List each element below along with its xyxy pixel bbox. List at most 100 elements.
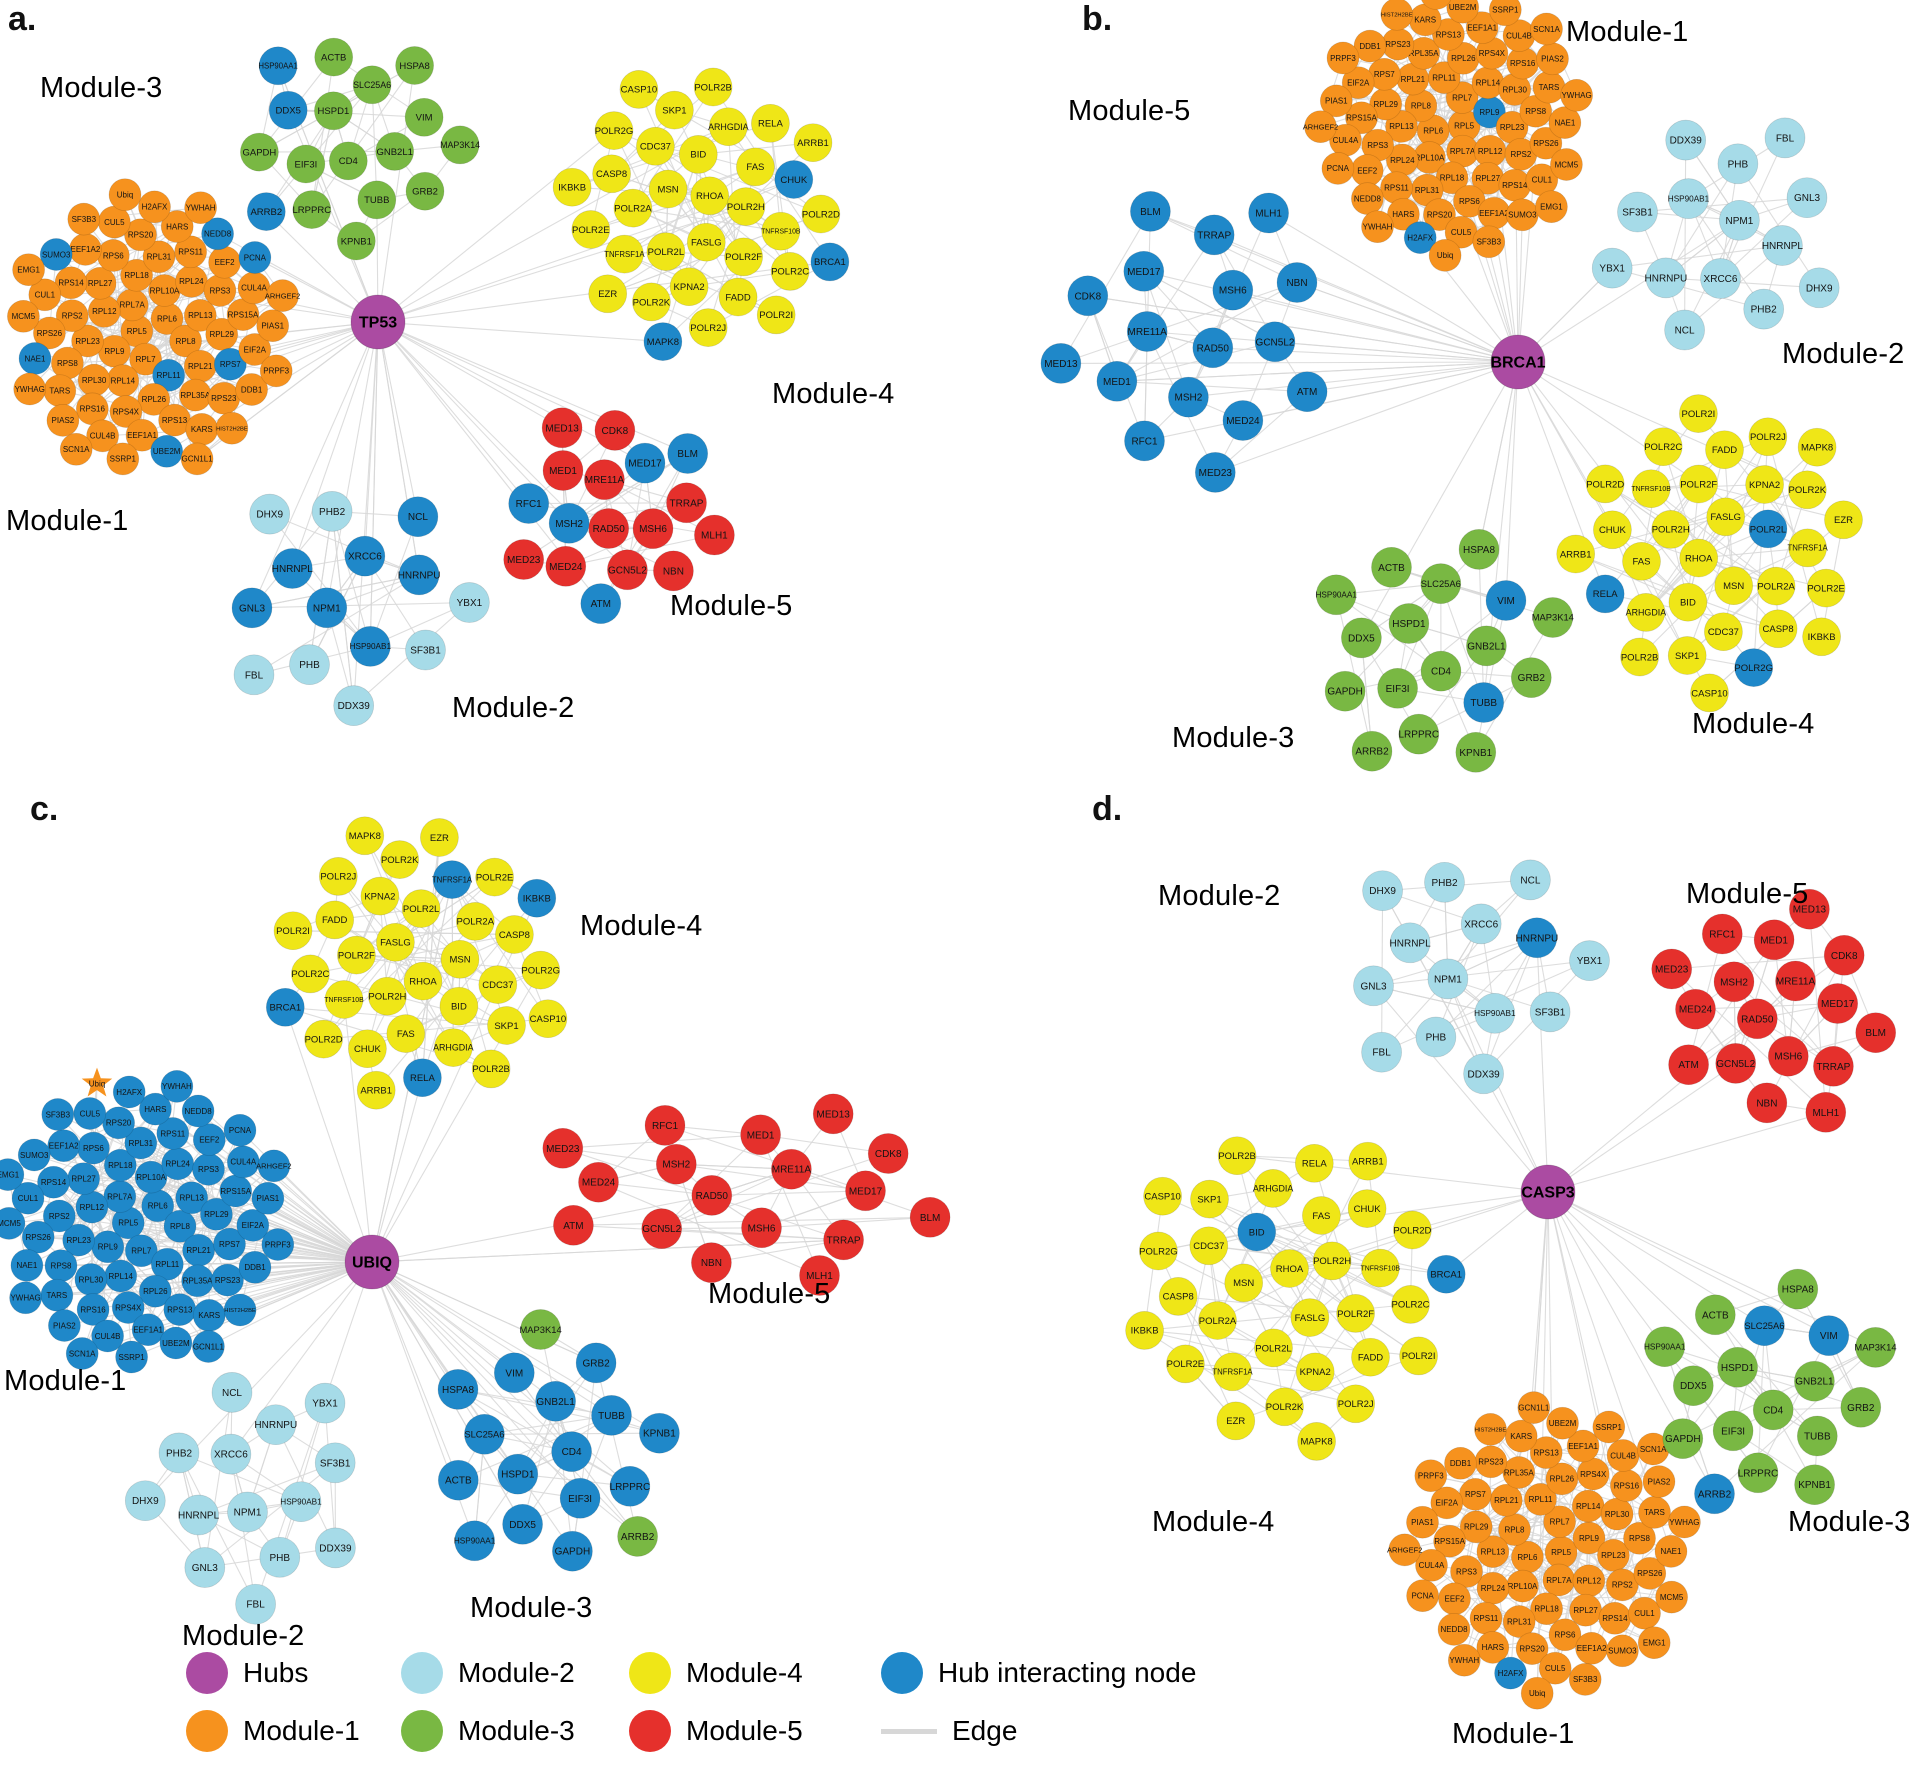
edge <box>1373 985 1495 1014</box>
gene-label: EEF1A2 <box>1577 1644 1607 1653</box>
gene-label: SF3B3 <box>72 215 97 224</box>
gene-label: MCM5 <box>12 312 36 321</box>
gene-label: CUL5 <box>80 1109 101 1118</box>
gene-label: RPS14 <box>1502 181 1528 190</box>
gene-label: RPS6 <box>1555 1631 1576 1640</box>
gene-label: RPS26 <box>26 1233 52 1242</box>
gene-label: RPL10A <box>1415 153 1445 162</box>
gene-label: EEF1A2 <box>1479 209 1509 218</box>
module-label-module-4: Module-4 <box>772 378 895 410</box>
edge <box>1268 212 1519 363</box>
gene-label: MSH2 <box>1175 393 1203 404</box>
node-SF3B3 <box>1472 225 1506 259</box>
gene-label: CUL4A <box>1419 1561 1445 1570</box>
node-RPL23 <box>1597 1538 1630 1572</box>
gene-label: GNB2L1 <box>1467 641 1506 652</box>
gene-label: RPL23 <box>75 337 100 346</box>
gene-label: ARHGEF2 <box>265 291 300 300</box>
module-label-module-5: Module-5 <box>708 1278 831 1310</box>
node-CUL4B <box>86 419 119 453</box>
gene-label: MED24 <box>1226 416 1260 427</box>
node-SF3B1 <box>1529 991 1571 1033</box>
node-HNRNPU <box>1516 917 1558 959</box>
node-FASLG <box>1290 1298 1330 1337</box>
gene-label: TUBB <box>364 195 389 206</box>
edge <box>1757 1335 1830 1474</box>
edge <box>1184 1245 1210 1365</box>
edge <box>528 502 687 505</box>
gene-label: RPS13 <box>1436 30 1462 39</box>
gene-label: PHB <box>299 660 320 671</box>
node-MCM5 <box>0 1207 26 1240</box>
node-HARS <box>1476 1631 1510 1664</box>
gene-label: HIST2H2BE <box>1475 1427 1507 1433</box>
gene-label: POLR2K <box>1266 1402 1304 1413</box>
node-RPL29 <box>200 1197 233 1231</box>
legend-item-module-5: Module-5 <box>629 1710 881 1752</box>
edge <box>251 601 470 609</box>
edge <box>371 897 538 1263</box>
gene-label: POLR2G <box>1139 1246 1178 1257</box>
gene-label: MED13 <box>545 423 579 434</box>
node-HARS <box>139 1092 172 1126</box>
node-HIST2H2BE <box>215 411 249 445</box>
node-CASP10 <box>528 999 568 1039</box>
node-PHB2 <box>1424 861 1465 903</box>
edge <box>562 1147 866 1192</box>
gene-label: SF3B1 <box>320 1458 351 1469</box>
node-EZR <box>1216 1401 1256 1441</box>
node-FBL <box>1361 1031 1402 1073</box>
gene-label: CUL4A <box>230 1158 256 1167</box>
node-RPL31 <box>124 1126 158 1160</box>
edge <box>178 1452 302 1503</box>
legend-item-hubs: Hubs <box>186 1652 401 1694</box>
gene-label: RPL23 <box>1601 1551 1626 1560</box>
gene-label: RPL11 <box>1432 73 1456 82</box>
gene-label: RPL18 <box>1534 1605 1559 1614</box>
node-TNFRSF10B <box>324 980 364 1019</box>
gene-label: MSH2 <box>662 1160 690 1171</box>
node-MRE11A <box>771 1148 812 1190</box>
gene-label: FASLG <box>691 238 722 249</box>
edge <box>573 1224 844 1241</box>
gene-label: POLR2A <box>614 203 652 214</box>
gene-label: RPL24 <box>1390 156 1415 165</box>
node-MED24 <box>1675 988 1716 1030</box>
node-Ubiq <box>1520 1676 1554 1710</box>
gene-label: PRPF3 <box>1330 54 1356 63</box>
node-CUL4A <box>1415 1548 1448 1582</box>
node-RPL31 <box>1502 1605 1536 1638</box>
node-SLC25A6 <box>464 1413 505 1455</box>
node-POLR2K <box>1265 1387 1304 1427</box>
gene-label: VIM <box>505 1368 523 1379</box>
gene-label: TNFRSF1A <box>1212 1368 1253 1377</box>
gene-label: CD4 <box>1763 1405 1783 1416</box>
gene-label: RPL11 <box>157 371 181 380</box>
node-HIST2H2BE <box>223 1293 257 1327</box>
node-RPS20 <box>1515 1632 1549 1665</box>
node-PHB <box>1415 1016 1457 1058</box>
node-RHOA <box>1679 538 1719 578</box>
gene-label: KPNA2 <box>1749 480 1780 491</box>
edge <box>1766 955 1845 1104</box>
gene-label: HSP90AA1 <box>454 1537 496 1546</box>
gene-label: RPL30 <box>82 376 107 385</box>
gene-label: MED24 <box>1679 1005 1713 1016</box>
edge <box>369 321 379 647</box>
edge <box>1637 197 1808 213</box>
gene-label: DDX39 <box>319 1543 352 1554</box>
gene-label: MSN <box>1233 1278 1254 1289</box>
node-CUL1 <box>1628 1596 1661 1630</box>
node-GNB2L1 <box>1466 625 1507 667</box>
gene-label: HNRNPU <box>398 570 441 581</box>
gene-label: RPL10A <box>1508 1582 1538 1591</box>
node-TUBB <box>1796 1415 1838 1457</box>
node-MED1 <box>1096 360 1138 402</box>
gene-label: POLR2H <box>1313 1256 1351 1267</box>
node-HNRNPL <box>178 1494 219 1536</box>
gene-label: IKBKB <box>558 183 586 194</box>
node-CDK8 <box>1823 934 1865 976</box>
node-Ubiq <box>1428 239 1462 272</box>
gene-label: GCN5L2 <box>608 565 647 576</box>
node-HIST2H2BE <box>1474 1413 1507 1446</box>
